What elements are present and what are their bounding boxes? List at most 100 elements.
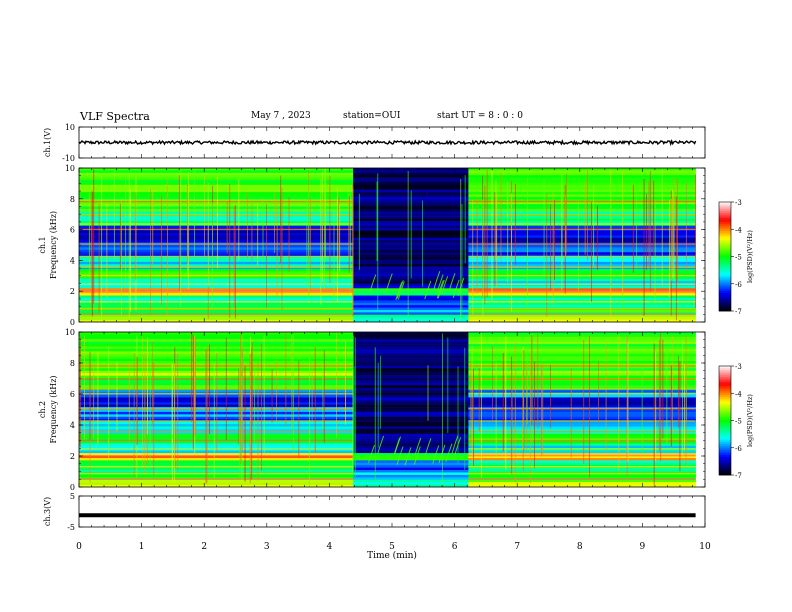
ch2-spectrogram-band bbox=[79, 382, 354, 386]
ch1-spectrogram-band bbox=[353, 180, 469, 183]
ch1-spectrogram-band bbox=[79, 283, 354, 287]
ch2-sferic bbox=[144, 352, 146, 475]
ch2-colorbar-tick-label: -5 bbox=[735, 418, 742, 426]
ch1-sferic bbox=[546, 193, 548, 317]
ch1-spectrogram-band bbox=[468, 302, 696, 306]
ch1-colorbar-swatch bbox=[719, 285, 731, 288]
ch2-line-emission bbox=[79, 478, 354, 480]
ch2-spectrogram-band bbox=[468, 363, 696, 367]
ch2-sferic bbox=[84, 335, 85, 440]
ch1-colorbar-swatch bbox=[719, 236, 731, 239]
ch1-spectrogram-band bbox=[468, 252, 696, 255]
ch2-spectrogram-band bbox=[468, 421, 696, 425]
ch2-sferic bbox=[526, 345, 528, 425]
ch2-chorus-element bbox=[445, 443, 453, 462]
ch1-chorus-element bbox=[395, 281, 403, 301]
ch1-sferic bbox=[561, 173, 563, 291]
ch2-spectrogram-band bbox=[79, 484, 354, 488]
ch1-spectrogram-band bbox=[79, 276, 354, 279]
ch1-spectrogram-band bbox=[79, 223, 354, 227]
ch2-sferic bbox=[108, 345, 110, 460]
ch2-spectrogram-band bbox=[79, 409, 354, 413]
ch2-spectrogram-band bbox=[353, 368, 469, 372]
ch2-spectrogram-band bbox=[468, 382, 696, 386]
ch2-sferic bbox=[149, 343, 151, 468]
ch1-colorbar-swatch bbox=[719, 216, 731, 219]
ch1-spectrogram-ytick-label: 4 bbox=[70, 256, 75, 265]
ch1-sferic bbox=[422, 200, 423, 287]
ch1-spectrogram-band bbox=[468, 187, 696, 190]
ch2-chorus-element bbox=[432, 445, 440, 464]
ch1-spectrogram-band bbox=[353, 288, 469, 292]
ch1-spectrogram-band bbox=[468, 218, 696, 222]
ch2-spectrogram-band bbox=[79, 474, 354, 478]
ch1-colorbar-swatch bbox=[719, 227, 731, 230]
ch2-spectrogram-band bbox=[353, 378, 469, 381]
ch2-spectrogram-band bbox=[353, 482, 469, 485]
ch2-spectrogram-band bbox=[468, 445, 696, 449]
ch2-line-emission bbox=[468, 448, 696, 450]
ch1-voltage-ytick-label: -10 bbox=[62, 154, 75, 163]
ch1-colorbar-swatch bbox=[719, 252, 731, 256]
ch1-sferic bbox=[635, 187, 637, 269]
ch1-spectrogram-band bbox=[79, 305, 354, 308]
ch1-colorbar-swatch bbox=[719, 221, 731, 225]
ch2-sferic bbox=[146, 336, 148, 435]
ch1-spectrogram-band bbox=[468, 297, 696, 301]
ch2-colorbar-swatch bbox=[719, 384, 731, 387]
ch1-spectrogram-band bbox=[468, 278, 696, 282]
ch2-chorus-element bbox=[424, 438, 432, 457]
ch2-spectrogram-band bbox=[468, 394, 696, 398]
ch2-colorbar-swatch bbox=[719, 433, 731, 436]
ch2-sferic bbox=[457, 366, 459, 464]
ch1-sferic bbox=[226, 201, 228, 254]
ch2-colorbar: -3 -4 -5 -6 -7 log(PSD)(V²/Hz) bbox=[718, 363, 754, 480]
ch2-spectrogram-band bbox=[353, 457, 469, 461]
ch1-spectrogram-band bbox=[79, 187, 354, 190]
ch1-colorbar-swatch bbox=[719, 243, 731, 246]
ch2-spectrogram-band bbox=[353, 397, 469, 401]
ch1-spectrogram-band bbox=[79, 225, 354, 229]
ch1-colorbar-swatch bbox=[719, 309, 731, 312]
ch1-sferic bbox=[257, 203, 259, 266]
ch2-spectrogram-band bbox=[353, 440, 469, 444]
ch1-sferic bbox=[306, 199, 308, 286]
ch1-spectrogram-band bbox=[468, 220, 696, 224]
ch1-spectrogram-band bbox=[79, 230, 354, 234]
ch1-spectrogram-band bbox=[468, 232, 696, 236]
ch2-spectrogram-band bbox=[353, 433, 469, 437]
ch1-spectrogram-band bbox=[468, 285, 696, 289]
ch2-colorbar-swatch bbox=[719, 460, 731, 463]
ch2-spectrogram-band bbox=[79, 368, 354, 372]
ch2-colorbar-swatch bbox=[719, 458, 731, 461]
ch2-chorus-element bbox=[396, 446, 404, 465]
ch1-chorus-element bbox=[448, 273, 456, 292]
ch2-spectrogram-band bbox=[79, 433, 354, 437]
ch2-spectrogram-band bbox=[79, 346, 354, 350]
ch1-colorbar: -3 -4 -5 -6 -7 log(PSD)(V²/Hz) bbox=[718, 199, 754, 316]
ch1-chorus-element bbox=[436, 274, 444, 293]
ch1-colorbar-swatch bbox=[719, 245, 731, 248]
ch1-sferic bbox=[350, 184, 351, 293]
time-xtick-label: 6 bbox=[452, 542, 458, 552]
ch1-chorus-element bbox=[436, 280, 444, 299]
ch1-colorbar-swatch bbox=[719, 212, 731, 216]
ch2-sferic bbox=[447, 337, 449, 434]
ch1-line-emission bbox=[468, 317, 696, 319]
ch1-colorbar-swatch bbox=[719, 307, 731, 310]
ch2-spectrogram-band bbox=[353, 351, 469, 355]
ch1-colorbar-swatch bbox=[719, 287, 731, 290]
ch2-spectrogram-band bbox=[468, 460, 696, 464]
ch1-sferic bbox=[91, 191, 93, 317]
ch1-spectrogram-ytick-label: 10 bbox=[65, 164, 75, 173]
ch2-spectrogram-band bbox=[468, 397, 696, 401]
ch2-spectrogram-band bbox=[468, 353, 696, 357]
ch1-spectrogram-band bbox=[79, 211, 354, 215]
ch1-sferic bbox=[121, 199, 123, 318]
ch1-spectrogram-band bbox=[353, 314, 469, 318]
ch1-sferic bbox=[204, 174, 205, 256]
time-xtick-label: 5 bbox=[389, 542, 395, 552]
ch1-spectrogram-band bbox=[353, 278, 469, 282]
ch1-spectrogram-band bbox=[353, 184, 469, 188]
ch1-sferic bbox=[564, 184, 566, 294]
